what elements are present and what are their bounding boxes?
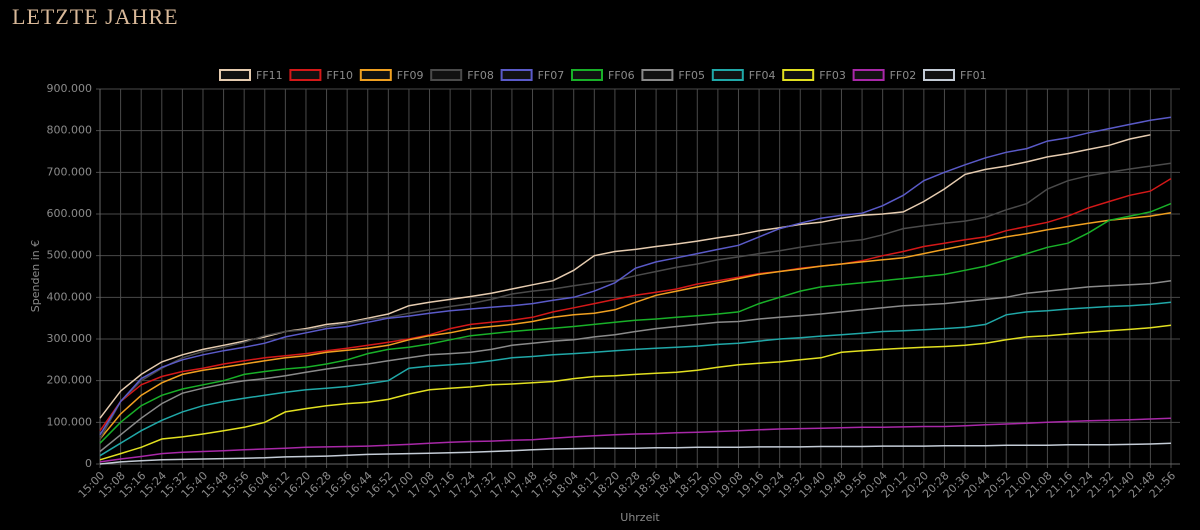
series-line [99, 202, 1172, 444]
legend-swatch[interactable] [852, 69, 885, 81]
legend-label[interactable]: FF03 [819, 69, 846, 82]
legend-label[interactable]: FF10 [326, 69, 353, 82]
legend-label[interactable]: FF05 [678, 69, 705, 82]
y-tick-label: 600.000 [47, 207, 93, 220]
legend-swatch[interactable] [289, 69, 322, 81]
legend-swatch[interactable] [923, 69, 955, 81]
y-tick-label: 700.000 [47, 165, 93, 178]
y-tick-label: 0 [85, 457, 92, 470]
legend-swatch[interactable] [641, 69, 674, 81]
legend-swatch[interactable] [782, 69, 815, 81]
legend-swatch[interactable] [500, 69, 533, 81]
legend-label[interactable]: FF11 [256, 69, 283, 82]
legend-swatch[interactable] [359, 69, 392, 81]
series-line [99, 211, 1172, 440]
y-tick-label: 200.000 [47, 374, 93, 387]
y-tick-label: 100.000 [47, 415, 93, 428]
legend-swatch[interactable] [219, 69, 251, 81]
series-line [99, 442, 1172, 465]
page-title: LETZTE JAHRE [12, 4, 179, 29]
legend-label[interactable]: FF08 [467, 69, 494, 82]
series-line [99, 301, 1172, 457]
series-line [99, 177, 1172, 432]
legend-swatch[interactable] [711, 69, 744, 81]
legend-label[interactable]: FF04 [749, 69, 776, 82]
legend-label[interactable]: FF01 [960, 69, 987, 82]
y-tick-label: 400.000 [47, 290, 93, 303]
y-axis-label: Spenden in € [29, 240, 42, 312]
legend-label[interactable]: FF06 [608, 69, 635, 82]
y-tick-label: 300.000 [47, 332, 93, 345]
legend-label[interactable]: FF02 [890, 69, 917, 82]
series-line [99, 116, 1172, 436]
y-tick-label: 900.000 [47, 82, 93, 95]
series-line [99, 417, 1172, 463]
series-line [99, 279, 1172, 453]
legend-label[interactable]: FF09 [397, 69, 424, 82]
series-line [99, 162, 1172, 440]
legend-label[interactable]: FF07 [538, 69, 565, 82]
y-tick-label: 500.000 [47, 249, 93, 262]
series-line [99, 324, 1172, 461]
legend-swatch[interactable] [430, 69, 463, 81]
x-axis-label: Uhrzeit [620, 511, 660, 524]
legend-swatch[interactable] [571, 69, 603, 81]
y-tick-label: 800.000 [47, 124, 93, 137]
